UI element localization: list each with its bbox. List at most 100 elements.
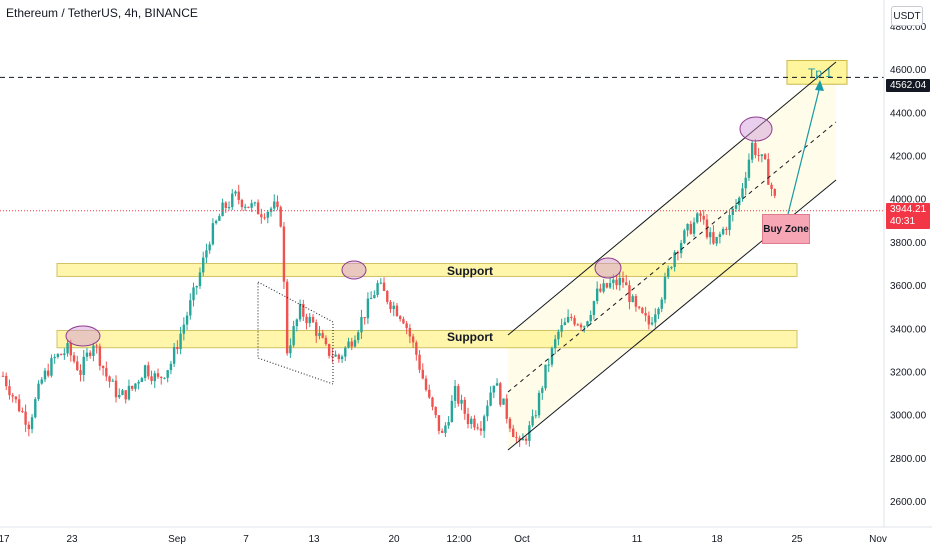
candle-body bbox=[282, 226, 286, 282]
candle-body bbox=[379, 282, 383, 284]
candle-body bbox=[767, 159, 770, 185]
buy-zone-box: Buy Zone bbox=[762, 214, 810, 244]
candle-body bbox=[134, 383, 137, 389]
candle-body bbox=[127, 385, 131, 400]
time-tick-label: 7 bbox=[243, 534, 249, 545]
candle-body bbox=[8, 386, 11, 396]
candle-body bbox=[63, 353, 66, 355]
candle-body bbox=[17, 399, 21, 412]
candle-body bbox=[641, 307, 644, 313]
candle-body bbox=[444, 425, 447, 433]
candle-body bbox=[470, 418, 473, 424]
candle-body bbox=[376, 283, 379, 295]
candle-body bbox=[24, 411, 27, 425]
candle-body bbox=[631, 296, 634, 303]
candle-body bbox=[686, 223, 689, 231]
candle-body bbox=[696, 213, 699, 223]
candle-body bbox=[114, 380, 118, 398]
support-lower-label: Support bbox=[447, 330, 493, 344]
candle-body bbox=[557, 331, 560, 340]
candle-body bbox=[495, 383, 499, 386]
candle-body bbox=[302, 304, 305, 317]
time-tick-label: 13 bbox=[308, 534, 320, 545]
candle-body bbox=[515, 437, 518, 439]
candle-body bbox=[53, 356, 56, 359]
price-axis[interactable]: 2600.00 2800.00 3000.00 3200.00 3400.00 3600.… bbox=[883, 0, 927, 527]
candle-body bbox=[34, 399, 37, 418]
candle-body bbox=[130, 385, 134, 389]
candle-body bbox=[615, 279, 618, 286]
candle-body bbox=[521, 438, 525, 441]
candle-body bbox=[76, 361, 79, 371]
candle-body bbox=[405, 323, 408, 328]
candle-body bbox=[198, 272, 202, 287]
highlight-circle-1 bbox=[341, 260, 367, 280]
candle-body bbox=[621, 278, 625, 283]
time-tick-label: 18 bbox=[711, 534, 723, 545]
time-axis[interactable]: 17 23 Sep 7 13 20 12:00 Oct 11 18 25 Nov bbox=[0, 526, 932, 545]
candle-body bbox=[389, 301, 392, 310]
candle-body bbox=[518, 438, 521, 441]
candle-body bbox=[50, 358, 53, 376]
candle-body bbox=[363, 317, 366, 319]
candle-body bbox=[327, 344, 331, 356]
candle-body bbox=[386, 290, 389, 302]
time-tick-label: 11 bbox=[632, 534, 643, 545]
candle-body bbox=[505, 398, 508, 419]
time-tick-label: 20 bbox=[388, 534, 400, 545]
candle-body bbox=[166, 370, 169, 378]
candle-body bbox=[11, 395, 14, 397]
candle-body bbox=[421, 369, 424, 379]
candle-body bbox=[37, 383, 40, 400]
price-tick-label: 3800.00 bbox=[890, 238, 927, 249]
candle-body bbox=[537, 392, 541, 416]
candle-body bbox=[305, 316, 308, 324]
last-price-tag: 3944.21 40:31 bbox=[886, 203, 931, 229]
candle-body bbox=[298, 304, 302, 320]
last-price-value: 3944.21 bbox=[890, 204, 927, 215]
price-tick-label: 2600.00 bbox=[890, 497, 927, 508]
candle-body bbox=[650, 322, 654, 325]
candle-body bbox=[218, 216, 221, 221]
candle-body bbox=[269, 208, 273, 212]
price-tick-label: 4600.00 bbox=[890, 65, 927, 76]
candle-body bbox=[79, 370, 82, 375]
candle-body bbox=[124, 390, 127, 400]
candle-body bbox=[463, 399, 466, 414]
candle-body bbox=[450, 400, 454, 422]
candle-body bbox=[357, 332, 360, 341]
candle-body bbox=[350, 341, 353, 347]
candle-body bbox=[156, 373, 160, 377]
candle-body bbox=[59, 354, 63, 356]
candle-body bbox=[431, 397, 434, 407]
candle-body bbox=[153, 373, 156, 382]
candle-body bbox=[437, 415, 441, 431]
candle-body bbox=[547, 364, 550, 366]
candle-body bbox=[725, 228, 728, 231]
candle-body bbox=[344, 347, 347, 357]
candle-body bbox=[489, 392, 492, 406]
candle-body bbox=[566, 316, 570, 323]
candle-body bbox=[221, 202, 224, 217]
bar-countdown: 40:31 bbox=[890, 216, 916, 227]
channel-mid-line bbox=[507, 121, 837, 393]
candle-body bbox=[492, 385, 496, 393]
symbol-title[interactable]: Ethereum / TetherUS, 4h, BINANCE bbox=[6, 6, 198, 20]
candle-body bbox=[499, 383, 502, 405]
candle-body bbox=[770, 184, 773, 190]
candle-body bbox=[101, 365, 105, 369]
candle-body bbox=[247, 206, 250, 208]
price-tick-label: 3400.00 bbox=[890, 324, 927, 335]
support-zone-0 bbox=[56, 263, 798, 277]
candle-body bbox=[718, 234, 722, 237]
candle-body bbox=[654, 314, 657, 323]
candle-body bbox=[447, 421, 450, 426]
candle-body bbox=[121, 390, 124, 395]
currency-button[interactable]: USDT bbox=[891, 6, 923, 26]
candle-body bbox=[140, 378, 144, 383]
price-tick-label: 3000.00 bbox=[890, 411, 927, 422]
highlight-circle-3 bbox=[739, 116, 773, 142]
candle-body bbox=[573, 317, 576, 325]
candle-body bbox=[98, 346, 102, 366]
